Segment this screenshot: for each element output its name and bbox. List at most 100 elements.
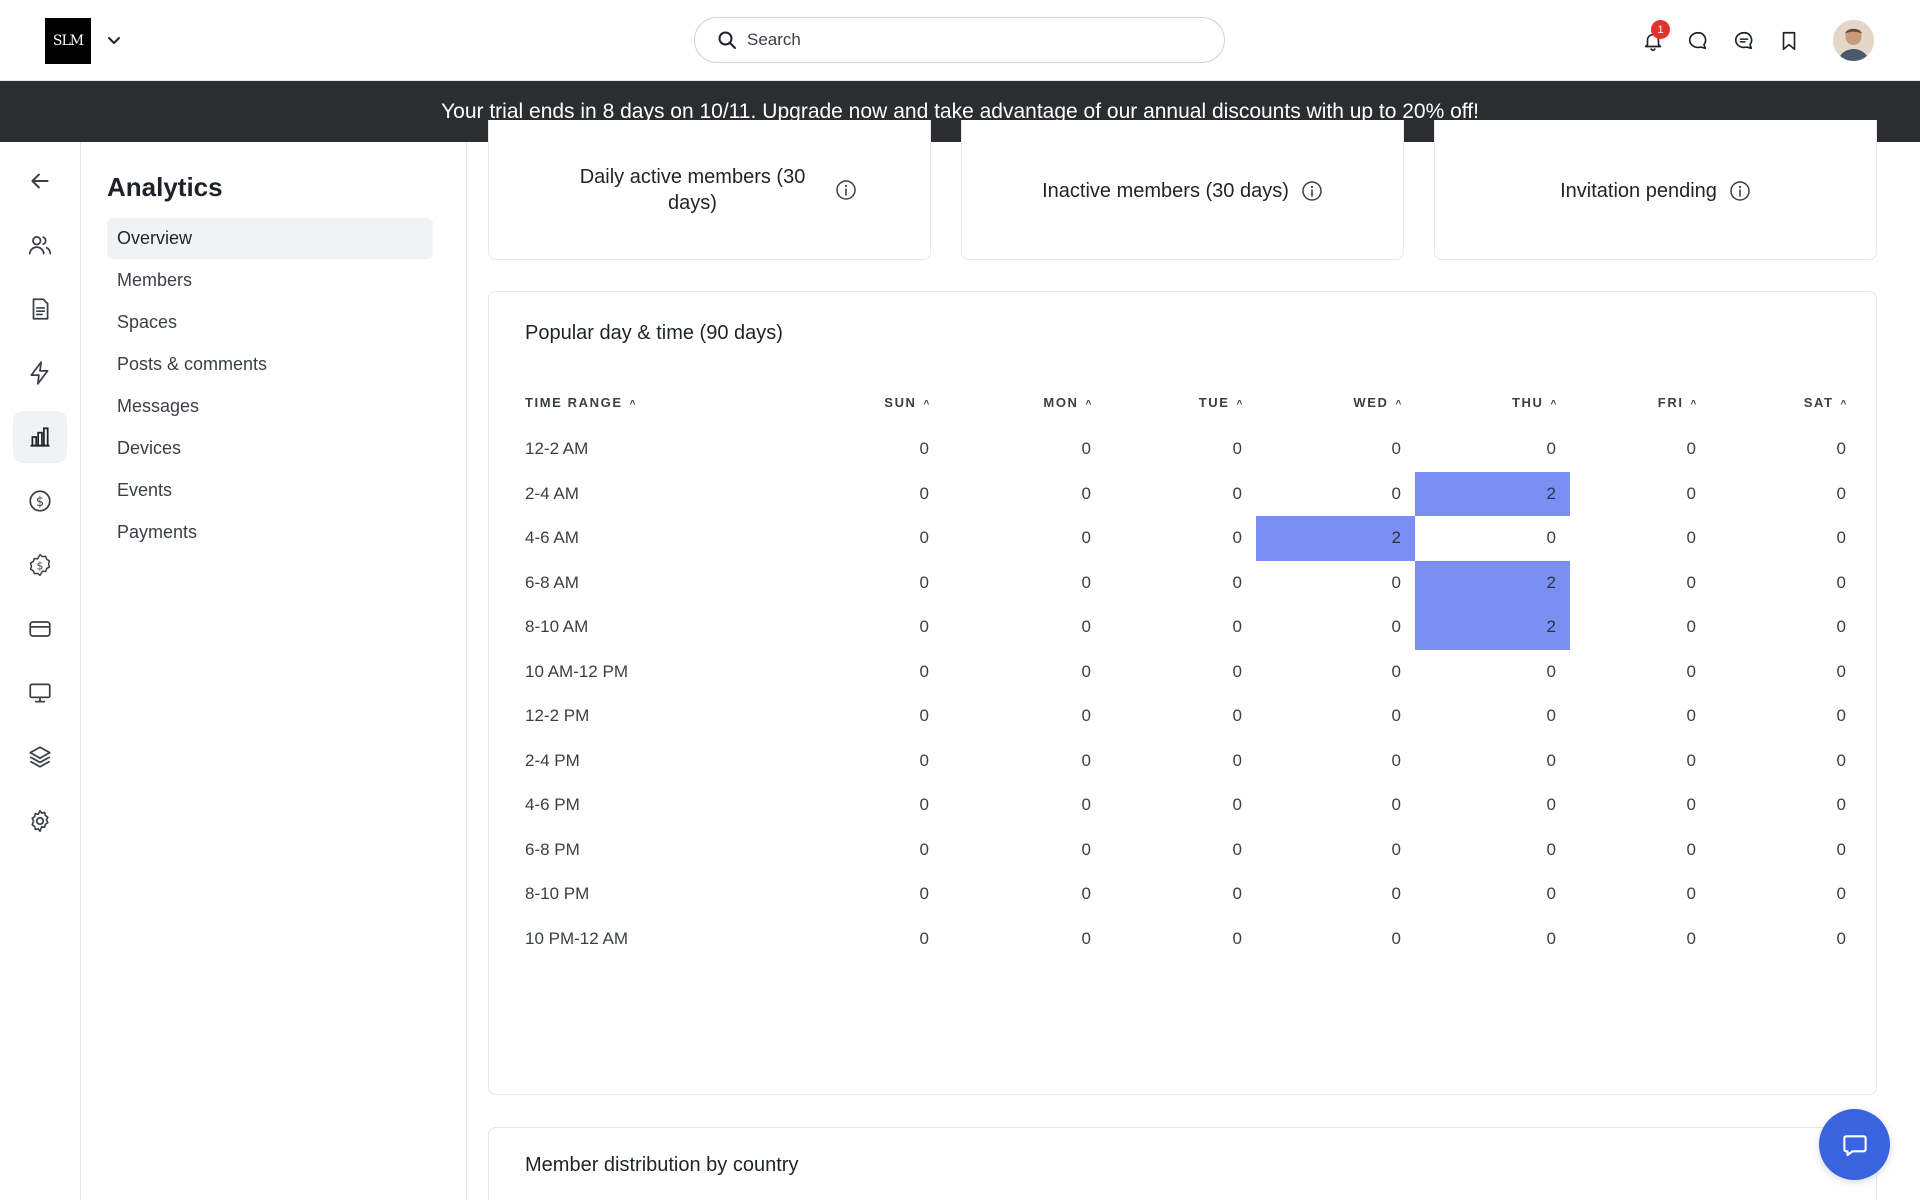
- heat-cell: 0: [1081, 750, 1091, 770]
- column-header-fri[interactable]: FRI ^: [1570, 390, 1710, 414]
- sort-chevron-up-icon: ^: [1550, 398, 1558, 410]
- upgrade-now-link[interactable]: Upgrade now: [762, 99, 888, 123]
- subnav-item-overview[interactable]: Overview: [107, 218, 433, 259]
- heat-cell: 0: [1232, 839, 1242, 859]
- heat-cell: 0: [919, 928, 929, 948]
- heat-cell: 0: [1546, 928, 1556, 948]
- heat-cell: 0: [1081, 795, 1091, 815]
- column-header-label: MON: [1043, 394, 1079, 410]
- heat-cell: 0: [1391, 795, 1401, 815]
- notifications-button[interactable]: 1: [1640, 20, 1670, 54]
- subnav-item-events[interactable]: Events: [117, 480, 173, 500]
- heat-cell: 0: [919, 795, 929, 815]
- table-row: 12-2 PM 0 0 0 0 0 0 0: [525, 694, 1860, 739]
- column-header-sun[interactable]: SUN ^: [841, 390, 943, 414]
- user-avatar[interactable]: [1833, 20, 1874, 61]
- settings-icon: [31, 809, 49, 833]
- heat-cell: 0: [1686, 528, 1696, 548]
- rail-settings[interactable]: [13, 795, 67, 847]
- analytics-subnav: Analytics Overview Members Spaces Posts …: [81, 142, 467, 1200]
- heat-cell: 0: [1546, 661, 1556, 681]
- column-header-thu[interactable]: THU ^: [1415, 390, 1570, 414]
- search-bar[interactable]: [694, 17, 1225, 63]
- subnav-item-payments[interactable]: Payments: [117, 522, 198, 542]
- popular-day-time-panel: Popular day & time (90 days) TIME RANGE ^…: [488, 291, 1877, 1095]
- back-button[interactable]: [13, 155, 67, 207]
- column-header-tue[interactable]: TUE ^: [1105, 390, 1256, 414]
- chevron-down-icon[interactable]: [104, 30, 124, 50]
- info-icon[interactable]: [1729, 180, 1751, 202]
- heat-cell: 0: [1081, 928, 1091, 948]
- sort-chevron-up-icon: ^: [629, 398, 638, 410]
- info-icon[interactable]: [835, 179, 857, 201]
- heat-cell: 0: [1081, 572, 1091, 592]
- heat-cell: 0: [1836, 617, 1846, 637]
- heat-cell: 0: [1686, 661, 1696, 681]
- table-row: 6-8 AM 0 0 0 0 2 0 0: [525, 560, 1860, 605]
- stat-card-inactive: Inactive members (30 days): [961, 120, 1404, 260]
- heat-cell: 0: [1232, 750, 1242, 770]
- rail-monetization[interactable]: $: [13, 475, 67, 527]
- column-header-mon[interactable]: MON ^: [943, 390, 1105, 414]
- heat-cell: 0: [1686, 706, 1696, 726]
- heat-cell: 0: [1391, 617, 1401, 637]
- icon-rail: $ $: [0, 142, 81, 1200]
- rail-analytics[interactable]: [13, 411, 67, 463]
- heat-cell: 2: [1256, 516, 1415, 561]
- member-distribution-panel: Member distribution by country: [488, 1127, 1877, 1200]
- heat-cell: 0: [1836, 483, 1846, 503]
- column-header-time-range[interactable]: TIME RANGE ^: [525, 390, 841, 414]
- bookmarks-button[interactable]: [1776, 28, 1802, 54]
- chat-button[interactable]: [1685, 28, 1711, 54]
- heat-cell: 0: [1232, 928, 1242, 948]
- notification-badge: 1: [1651, 20, 1670, 39]
- heat-cell: 0: [1836, 661, 1846, 681]
- rail-members[interactable]: [13, 219, 67, 271]
- stat-card-daily-active: Daily active members (30 days): [488, 120, 931, 260]
- back-arrow-icon: [31, 173, 49, 189]
- column-header-sat[interactable]: SAT ^: [1710, 390, 1860, 414]
- heat-cell: 0: [1836, 439, 1846, 459]
- rail-layers[interactable]: [13, 731, 67, 783]
- table-row: 10 PM-12 AM 0 0 0 0 0 0 0: [525, 917, 1860, 962]
- column-header-label: WED: [1353, 394, 1389, 410]
- heat-cell: 0: [1232, 884, 1242, 904]
- subnav-item-spaces[interactable]: Spaces: [117, 312, 178, 332]
- heat-cell: 0: [1081, 617, 1091, 637]
- time-range-cell: 12-2 AM: [525, 439, 589, 459]
- column-header-wed[interactable]: WED ^: [1256, 390, 1415, 414]
- messages-button[interactable]: [1731, 28, 1757, 54]
- subnav-item-messages[interactable]: Messages: [117, 396, 200, 416]
- rail-workflows[interactable]: [13, 347, 67, 399]
- heat-cell: 0: [1836, 706, 1846, 726]
- rail-paywalls[interactable]: $: [13, 539, 67, 591]
- community-logo[interactable]: SLM: [45, 18, 91, 64]
- rail-posts[interactable]: [13, 283, 67, 335]
- heat-cell: 0: [1391, 661, 1401, 681]
- time-range-cell: 6-8 PM: [525, 839, 580, 859]
- support-chat-button[interactable]: [1819, 1109, 1890, 1180]
- heat-cell: 0: [919, 661, 929, 681]
- subnav-item-members[interactable]: Members: [117, 270, 193, 290]
- heat-cell: 0: [1686, 839, 1696, 859]
- subnav-item-posts-comments[interactable]: Posts & comments: [117, 354, 268, 374]
- sort-chevron-up-icon: ^: [1085, 398, 1093, 410]
- heat-cell: 0: [1686, 439, 1696, 459]
- heat-cell: 2: [1415, 560, 1570, 605]
- heat-cell: 0: [919, 839, 929, 859]
- heat-cell: 0: [1836, 884, 1846, 904]
- search-input[interactable]: [747, 30, 1187, 50]
- heat-cell: 0: [1232, 483, 1242, 503]
- rail-billing[interactable]: [13, 603, 67, 655]
- info-icon[interactable]: [1301, 180, 1323, 202]
- lightning-icon: [30, 361, 49, 385]
- heat-cell: 0: [1232, 528, 1242, 548]
- heat-cell: 0: [1686, 795, 1696, 815]
- heat-cell: 0: [1836, 928, 1846, 948]
- subnav-item-devices[interactable]: Devices: [117, 438, 182, 458]
- column-header-label: THU: [1512, 394, 1544, 410]
- heat-cell: 0: [919, 617, 929, 637]
- rail-site[interactable]: [13, 667, 67, 719]
- sort-chevron-up-icon: ^: [1840, 398, 1848, 410]
- heat-cell: 2: [1415, 471, 1570, 516]
